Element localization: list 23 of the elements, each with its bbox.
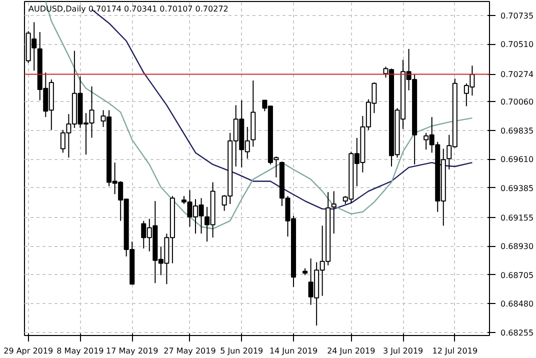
y-tick-label: 0.68255	[500, 328, 534, 338]
y-tick-label: 0.68480	[500, 300, 534, 309]
y-tick-label: 0.68705	[500, 270, 534, 280]
y-tick-label: 0.70735	[500, 11, 534, 20]
x-tick-label: 17 May 2019	[106, 346, 158, 356]
y-tick-label: 0.70510	[500, 40, 534, 50]
x-tick-label: 5 Jun 2019	[220, 346, 264, 356]
x-tick-label: 27 May 2019	[164, 346, 216, 356]
x-tick-label: 8 May 2019	[56, 346, 104, 356]
x-tick-label: 12 Jul 2019	[432, 346, 478, 356]
x-tick-label: 24 Jun 2019	[327, 346, 376, 356]
x-tick-label: 29 Apr 2019	[4, 346, 54, 356]
candlestick	[331, 190, 336, 234]
y-tick-label: 0.69610	[500, 155, 534, 164]
y-tick-label: 0.69835	[500, 126, 534, 136]
y-tick-label: 0.69385	[500, 184, 534, 193]
y-tick-label: 0.70060	[500, 98, 534, 107]
y-tick-label: 0.68930	[500, 242, 534, 252]
chart-title: AUDUSD,Daily 0.70174 0.70341 0.70107 0.70272	[28, 4, 228, 14]
ref-line-label: 0.70274	[500, 70, 534, 80]
x-tick-label: 14 Jun 2019	[269, 346, 318, 356]
x-tick-label: 3 Jul 2019	[382, 346, 424, 356]
y-tick-label: 0.69155	[500, 213, 534, 222]
